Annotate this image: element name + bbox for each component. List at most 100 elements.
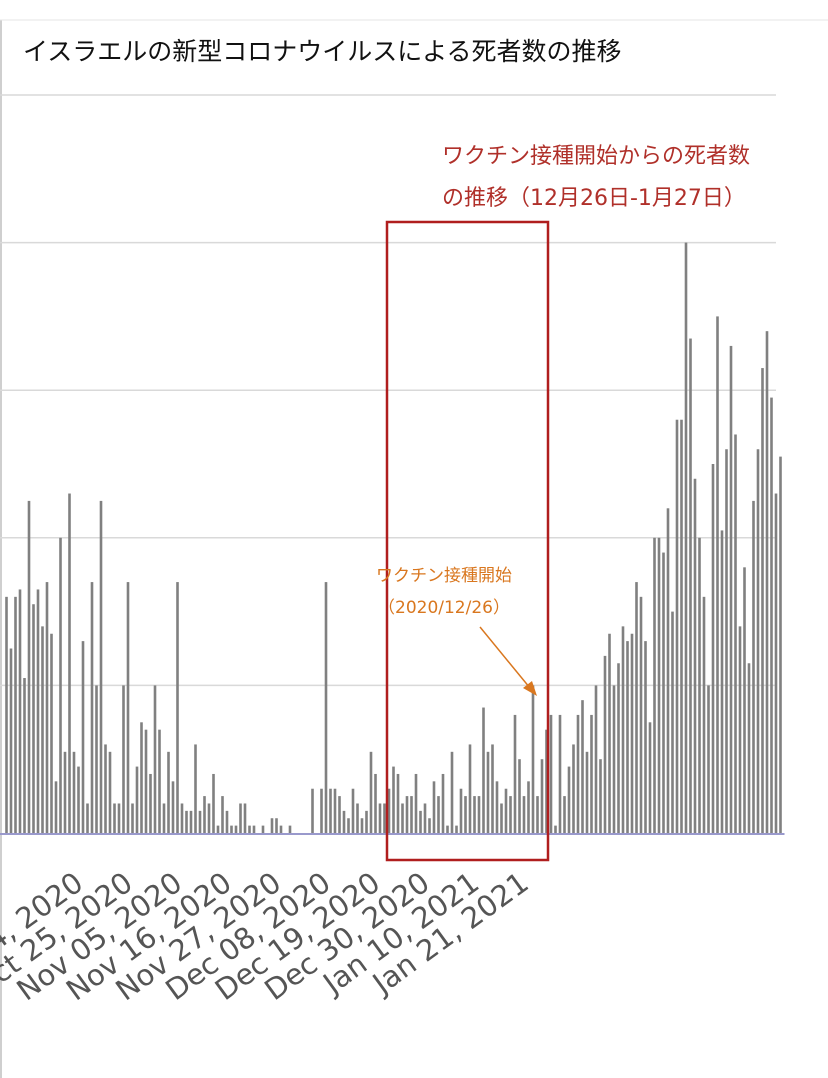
bar xyxy=(333,788,337,833)
vaccination-start-arrow-head xyxy=(523,681,537,696)
bar xyxy=(90,582,94,833)
bar xyxy=(401,803,404,833)
bar xyxy=(194,744,197,833)
bar xyxy=(639,596,643,833)
bar xyxy=(689,338,692,833)
bar xyxy=(419,810,422,833)
bar xyxy=(243,803,247,833)
bar xyxy=(5,596,8,833)
bar xyxy=(653,537,656,833)
bar xyxy=(59,537,62,833)
bar xyxy=(14,596,17,833)
bar xyxy=(54,781,58,833)
vaccination-period-box xyxy=(385,220,550,862)
bars xyxy=(5,242,782,834)
bar xyxy=(135,766,139,833)
bar xyxy=(212,773,215,833)
bar xyxy=(36,589,40,833)
bar xyxy=(261,825,265,833)
bar xyxy=(432,781,436,833)
bar xyxy=(45,582,49,833)
bar xyxy=(423,803,427,833)
bar xyxy=(747,663,751,833)
bar xyxy=(702,596,706,833)
bar xyxy=(693,478,697,833)
bar xyxy=(549,714,553,833)
bar xyxy=(369,751,373,833)
bar xyxy=(495,781,499,833)
bar xyxy=(477,796,481,833)
bar xyxy=(729,345,733,833)
bar xyxy=(603,655,607,833)
bar xyxy=(644,641,647,833)
bar xyxy=(329,788,332,833)
bar xyxy=(486,751,490,833)
vaccination-start-annotation: ワクチン接種開始 （2020/12/26） xyxy=(376,566,537,696)
bar xyxy=(216,825,220,833)
bar xyxy=(716,316,719,833)
bar xyxy=(509,796,512,833)
bar xyxy=(149,773,152,833)
bar xyxy=(675,419,679,833)
bar xyxy=(621,626,625,833)
bar xyxy=(207,803,211,833)
bar xyxy=(698,537,701,833)
bar xyxy=(248,825,251,833)
bar xyxy=(504,788,508,833)
bar xyxy=(99,500,103,833)
bar xyxy=(774,493,778,833)
bar xyxy=(77,766,80,833)
bar xyxy=(770,397,773,833)
bar xyxy=(612,685,616,833)
bar xyxy=(185,810,188,833)
bar xyxy=(50,633,53,833)
bar xyxy=(531,685,535,833)
bar xyxy=(585,751,589,833)
vaccination-period-label-line-1: ワクチン接種開始からの死者数 xyxy=(442,144,750,169)
bar xyxy=(662,552,665,833)
bar xyxy=(450,751,454,833)
bar xyxy=(392,766,395,833)
bar xyxy=(270,818,274,833)
bar xyxy=(396,773,400,833)
bar xyxy=(32,604,35,833)
bar xyxy=(518,759,521,833)
bar xyxy=(108,751,112,833)
bar xyxy=(464,796,467,833)
bar xyxy=(410,796,413,833)
bar xyxy=(779,456,782,833)
bar xyxy=(203,796,206,833)
bar xyxy=(140,722,143,833)
vaccination-start-label-line-1: ワクチン接種開始 xyxy=(376,566,512,586)
bar xyxy=(387,788,391,833)
bar xyxy=(167,751,170,833)
bar xyxy=(113,803,116,833)
bar xyxy=(239,803,242,833)
bar xyxy=(608,633,611,833)
bar xyxy=(171,781,175,833)
bar xyxy=(158,729,161,833)
bar xyxy=(527,781,530,833)
vaccination-period-annotation: ワクチン接種開始からの死者数 の推移（12月26日-1月27日） xyxy=(385,144,750,862)
bar xyxy=(347,818,350,833)
bar xyxy=(576,714,580,833)
bar xyxy=(221,796,224,833)
bar xyxy=(360,818,364,833)
bar xyxy=(383,803,386,833)
bar xyxy=(104,744,107,833)
bar xyxy=(666,508,670,833)
bar xyxy=(131,803,134,833)
bar xyxy=(9,648,13,833)
bar xyxy=(590,714,593,833)
bar xyxy=(482,707,485,833)
bar xyxy=(23,678,26,833)
bar xyxy=(428,818,431,833)
bar xyxy=(635,582,638,833)
chart-title: イスラエルの新型コロナウイルスによる死者数の推移 xyxy=(23,37,622,66)
bar xyxy=(405,796,409,833)
bar xyxy=(684,242,688,834)
bar xyxy=(41,626,44,833)
bar xyxy=(680,419,683,833)
bar xyxy=(86,803,89,833)
